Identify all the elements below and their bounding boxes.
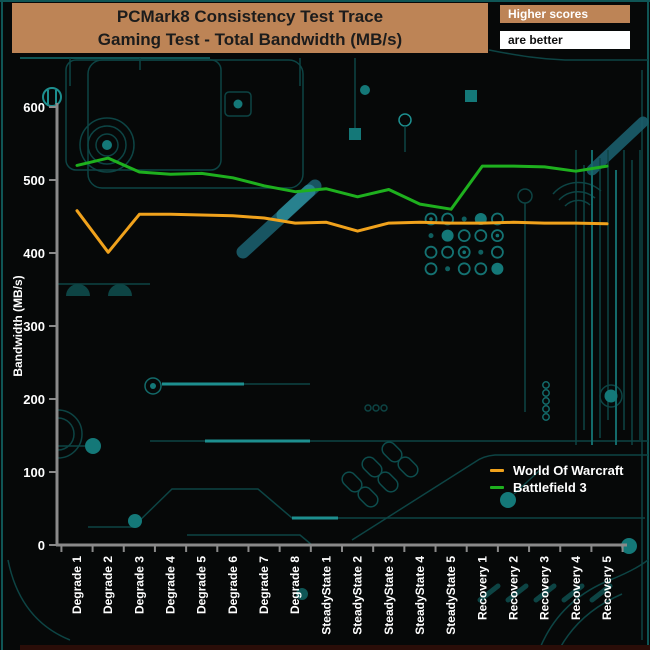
chart-title-line2: Gaming Test - Total Bandwidth (MB/s) <box>97 30 403 49</box>
bright-trace-segments <box>162 382 338 520</box>
are-better-box: are better <box>500 31 630 49</box>
x-category-label: Degrade 6 <box>226 556 240 614</box>
chain-link-cluster <box>341 441 419 508</box>
x-category-label: Recovery 5 <box>600 556 614 620</box>
title-banner: PCMark8 Consistency Test Trace Gaming Te… <box>12 3 488 53</box>
x-category-label: Degrade 1 <box>70 556 84 614</box>
x-category-label: SteadyState 4 <box>413 556 427 635</box>
y-tick-label: 300 <box>23 319 45 334</box>
x-category-label: Degrade 5 <box>195 556 209 614</box>
vertical-line-bundle <box>575 150 641 445</box>
legend-marker-green <box>490 486 504 489</box>
x-category-label: SteadyState 3 <box>382 556 396 635</box>
series-line-world-of-warcraft <box>75 209 609 254</box>
y-tick-label: 200 <box>23 392 45 407</box>
legend-label-wow: World Of Warcraft <box>513 463 624 478</box>
chart-title-line1: PCMark8 Consistency Test Trace <box>116 7 384 26</box>
x-category-label: Degrade 4 <box>164 556 178 614</box>
y-tick-label: 400 <box>23 246 45 261</box>
solder-dots <box>66 85 637 600</box>
y-tick-label: 100 <box>23 465 45 480</box>
legend-marker-orange <box>490 469 504 472</box>
y-axis-title: Bandwidth (MB/s) <box>11 275 25 376</box>
legend-item-bf3: Battlefield 3 <box>490 479 624 496</box>
higher-scores-box: Higher scores <box>500 5 630 23</box>
x-category-label: SteadyState 5 <box>444 556 458 635</box>
x-category-label: SteadyState 1 <box>319 556 333 635</box>
x-category-label: Recovery 3 <box>538 556 552 620</box>
legend-item-wow: World Of Warcraft <box>490 462 624 479</box>
legend-label-bf3: Battlefield 3 <box>513 480 587 495</box>
bottom-strip <box>20 645 650 650</box>
x-category-label: Degrade 3 <box>132 556 146 614</box>
x-category-label: Degrade 7 <box>257 556 271 614</box>
chart-legend: World Of Warcraft Battlefield 3 <box>490 462 624 496</box>
x-category-label: Recovery 4 <box>569 556 583 620</box>
x-category-label: Degrade 8 <box>288 556 302 614</box>
y-tick-label: 500 <box>23 173 45 188</box>
x-category-label: Recovery 1 <box>475 556 489 620</box>
x-category-label: Recovery 2 <box>506 556 520 620</box>
x-category-label: Degrade 2 <box>101 556 115 614</box>
x-category-label: SteadyState 2 <box>351 556 365 635</box>
series-line-battlefield-3 <box>75 156 609 211</box>
y-tick-label: 0 <box>38 538 45 553</box>
y-tick-label: 600 <box>23 100 45 115</box>
